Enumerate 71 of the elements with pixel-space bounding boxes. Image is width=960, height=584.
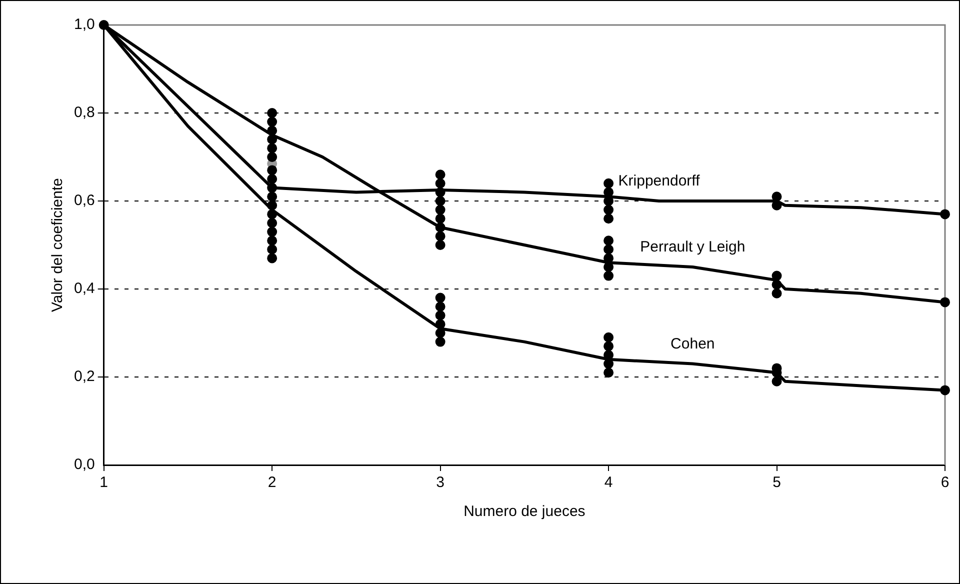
point bbox=[267, 116, 278, 127]
point bbox=[267, 174, 278, 184]
point bbox=[604, 350, 614, 360]
series-label: Perrault y Leigh bbox=[640, 238, 746, 256]
point bbox=[267, 165, 278, 176]
point bbox=[940, 385, 950, 396]
point bbox=[604, 236, 614, 246]
point bbox=[267, 253, 278, 264]
point bbox=[267, 143, 278, 154]
y-tick-label: 0,0 bbox=[74, 456, 95, 474]
point bbox=[604, 368, 614, 378]
point bbox=[435, 178, 446, 188]
point bbox=[267, 200, 278, 210]
point bbox=[940, 209, 950, 220]
point bbox=[435, 292, 446, 303]
point bbox=[435, 319, 446, 330]
series-label: Krippendorff bbox=[618, 172, 701, 190]
point bbox=[267, 134, 278, 144]
point bbox=[435, 187, 446, 198]
point bbox=[267, 226, 278, 237]
point bbox=[435, 196, 446, 206]
point bbox=[267, 152, 278, 162]
y-tick-label: 0,4 bbox=[74, 280, 95, 298]
point bbox=[435, 204, 446, 215]
point bbox=[604, 214, 614, 224]
point bbox=[772, 280, 782, 290]
point bbox=[267, 192, 278, 202]
point bbox=[604, 262, 614, 272]
x-tick-label: 5 bbox=[772, 474, 781, 492]
y-axis-title: Valor del coeficiente bbox=[49, 178, 66, 312]
y-tick-label: 0,8 bbox=[74, 104, 95, 122]
point bbox=[604, 178, 614, 188]
point bbox=[267, 244, 278, 254]
point bbox=[267, 236, 278, 246]
point bbox=[772, 288, 782, 298]
point bbox=[435, 310, 446, 320]
point bbox=[604, 341, 614, 352]
point bbox=[604, 332, 614, 342]
x-tick-label: 6 bbox=[940, 474, 950, 492]
point bbox=[435, 222, 446, 232]
point bbox=[98, 20, 109, 30]
point bbox=[435, 214, 446, 224]
point bbox=[772, 270, 782, 281]
point bbox=[267, 209, 278, 220]
point bbox=[267, 126, 278, 136]
point bbox=[772, 192, 782, 202]
y-tick-label: 0,6 bbox=[74, 192, 95, 210]
x-axis-title: Numero de jueces bbox=[464, 503, 586, 520]
point bbox=[604, 270, 614, 281]
point bbox=[435, 231, 446, 242]
point bbox=[435, 170, 446, 180]
point bbox=[435, 240, 446, 250]
point bbox=[267, 218, 278, 228]
point bbox=[267, 108, 278, 118]
point bbox=[604, 204, 614, 215]
y-tick-label: 0,2 bbox=[74, 368, 95, 386]
point bbox=[435, 336, 446, 347]
point bbox=[604, 244, 614, 254]
x-tick-label: 3 bbox=[436, 474, 444, 492]
y-tick-label: 1,0 bbox=[74, 16, 95, 34]
point bbox=[267, 182, 278, 193]
point bbox=[435, 328, 446, 338]
x-tick-label: 2 bbox=[268, 474, 276, 492]
series-label: Cohen bbox=[670, 335, 715, 352]
point bbox=[604, 358, 614, 369]
point bbox=[604, 196, 614, 206]
point bbox=[940, 297, 950, 308]
point bbox=[435, 302, 446, 312]
x-tick-label: 1 bbox=[100, 474, 108, 492]
point bbox=[772, 376, 782, 386]
x-tick-label: 4 bbox=[604, 474, 613, 492]
